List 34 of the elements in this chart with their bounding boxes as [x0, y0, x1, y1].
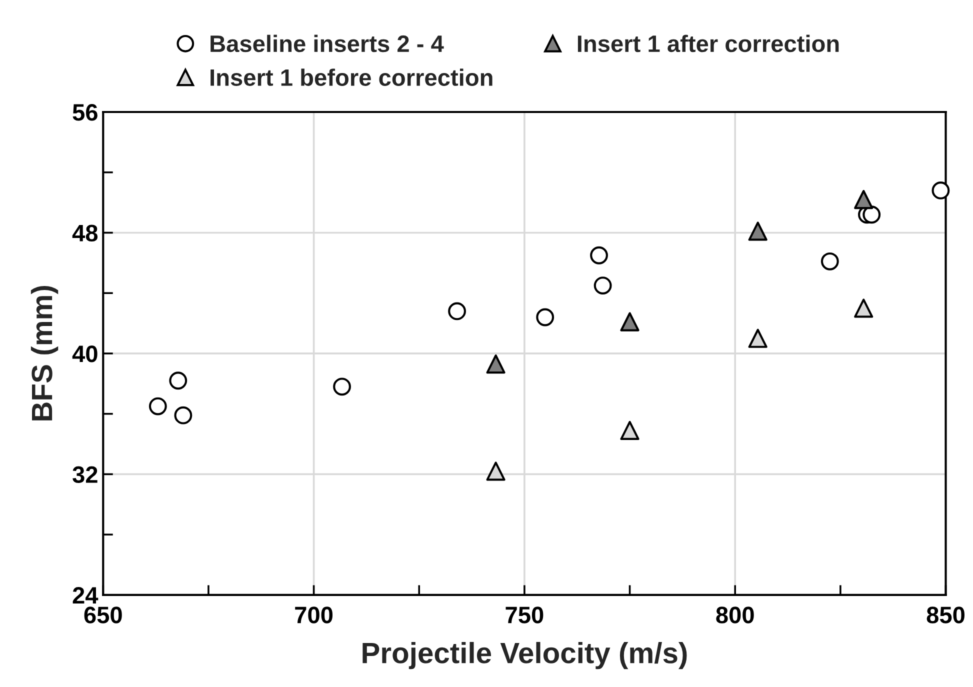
point [820, 252, 839, 270]
y-tick-label: 48 [72, 224, 98, 242]
y-tick-label: 32 [72, 466, 98, 484]
x-tick-label: 850 [926, 606, 964, 624]
legend-label: Baseline inserts 2 - 4 [210, 34, 444, 52]
x-tick-label: 750 [506, 606, 544, 624]
point [620, 420, 640, 440]
x-axis-title: Projectile Velocity (m/s) [362, 642, 687, 670]
legend-label: Insert 1 after correction [578, 34, 839, 52]
point [748, 328, 768, 348]
point [620, 312, 640, 332]
legend-label: Insert 1 before correction [210, 68, 492, 86]
point [854, 190, 874, 210]
point [862, 206, 881, 224]
point [536, 308, 554, 326]
x-tick-label: 650 [84, 606, 122, 624]
y-tick-label: 40 [72, 346, 98, 362]
point [932, 182, 950, 200]
point [148, 397, 167, 416]
y-tick-label: 56 [72, 104, 98, 121]
x-tick-label: 800 [716, 606, 754, 624]
point [594, 276, 612, 295]
point [448, 302, 466, 320]
point [333, 378, 351, 396]
y-axis-title: BFS (mm) [30, 286, 58, 420]
point [486, 462, 506, 481]
x-tick-label: 700 [295, 606, 333, 624]
point [169, 372, 188, 390]
y-tick-label: 24 [72, 587, 98, 604]
point [486, 354, 506, 374]
point [854, 298, 874, 318]
point [748, 222, 768, 241]
point [174, 406, 192, 424]
point [590, 246, 608, 264]
